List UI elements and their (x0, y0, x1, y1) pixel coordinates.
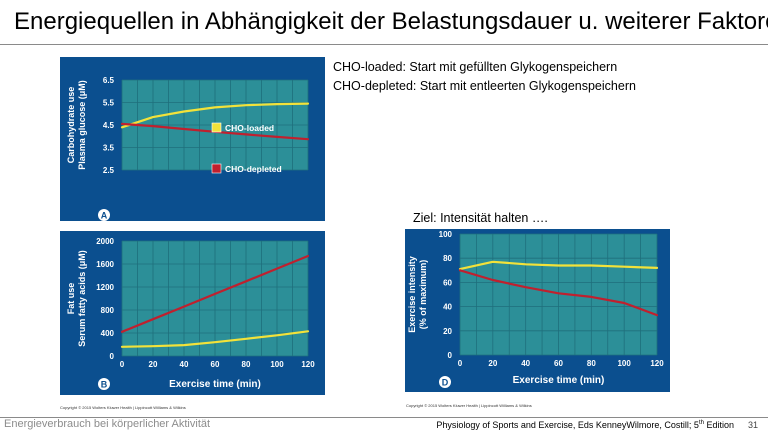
series-line (120, 102, 310, 129)
y-tick-label: 6.5 (103, 76, 115, 85)
legend-label: CHO-depleted (225, 164, 282, 174)
footer-left-text: Energieverbrauch bei körperlicher Aktivi… (4, 418, 211, 430)
y-tick-label: 1600 (96, 260, 114, 269)
y-axis-label: Exercise intensity (407, 256, 417, 333)
x-tick-label: 100 (617, 359, 631, 368)
chart-panel-d: 100 80 60 40 20 0 0 20 40 60 80 100 120 Exercise time… (405, 229, 670, 392)
legend-swatch (211, 163, 222, 174)
x-tick-label: 0 (120, 360, 125, 369)
footer-divider (0, 417, 768, 418)
y-tick-label: 60 (443, 278, 452, 287)
y-tick-label: 800 (101, 306, 115, 315)
y-tick-label: 3.5 (103, 144, 115, 153)
x-tick-label: 80 (242, 360, 251, 369)
page-number: 31 (747, 420, 758, 430)
x-tick-label: 80 (587, 359, 596, 368)
chart-d-svg: 100 80 60 40 20 00 20 40 60 80 100 120 Exercise time… (407, 230, 664, 388)
y-axis-label: Carbohydrate use (66, 87, 76, 164)
footer-citation: Physiology of Sports and Exercise, Eds K… (436, 420, 758, 430)
y-tick-label: 100 (439, 230, 453, 239)
y-tick-label: 20 (443, 327, 452, 336)
chart-panel-b: 2000 1600 1200 800 400 0 0 20 40 60 80 100 120 Exerci… (60, 231, 325, 395)
x-tick-label: 60 (211, 360, 220, 369)
series-line (120, 254, 310, 333)
x-tick-label: 40 (180, 360, 189, 369)
goal-text: Ziel: Intensität halten …. (413, 211, 548, 225)
y-tick-label: 2000 (96, 237, 114, 246)
y-axis-label: (% of maximum) (418, 260, 428, 330)
citation-end: Edition (703, 420, 734, 430)
note-cho-loaded: CHO-loaded: Start mit gefüllten Glykogen… (333, 60, 618, 74)
y-tick-label: 0 (448, 351, 453, 360)
legend-swatch (211, 122, 222, 133)
x-tick-label: 20 (149, 360, 158, 369)
x-tick-label: 100 (270, 360, 284, 369)
copyright-d: Copyright © 2015 Wolters Kluwer Health |… (406, 403, 532, 408)
citation-main: Physiology of Sports and Exercise, Eds K… (436, 420, 699, 430)
y-tick-label: 0 (110, 352, 115, 361)
legend-label: CHO-loaded (225, 123, 274, 133)
series-line (458, 269, 659, 317)
chart-b-svg: 2000 1600 1200 800 400 00 20 40 60 80 100 120 Exerci… (66, 237, 315, 390)
y-tick-label: 400 (101, 329, 115, 338)
y-tick-label: 80 (443, 254, 452, 263)
y-tick-label: 5.5 (103, 99, 115, 108)
x-tick-label: 40 (521, 359, 530, 368)
chart-panel-a: 6.5 5.5 4.5 3.5 2.5 Carbohydrate use Plasma gl… (60, 57, 325, 221)
x-tick-label: 60 (554, 359, 563, 368)
note-cho-depleted: CHO-depleted: Start mit entleerten Glyko… (333, 79, 636, 93)
panel-label-circle (98, 209, 110, 221)
y-axis-label: Fat use (66, 283, 76, 315)
x-axis-label: Exercise time (min) (169, 379, 261, 390)
y-tick-label: 1200 (96, 283, 114, 292)
series-line (458, 260, 659, 271)
y-tick-label: 4.5 (103, 121, 115, 130)
x-tick-label: 0 (458, 359, 463, 368)
x-tick-label: 20 (488, 359, 497, 368)
panel-label: B (101, 380, 108, 390)
title-divider (0, 44, 768, 45)
chart-a-svg: 6.5 5.5 4.5 3.5 2.5 Carbohydrate use Plasma gl… (66, 76, 310, 221)
citation-sup: th (698, 420, 704, 426)
y-axis-label: Serum fatty acids (μM) (77, 250, 87, 347)
y-tick-label: 2.5 (103, 166, 115, 175)
x-tick-label: 120 (301, 360, 315, 369)
copyright-b: Copyright © 2015 Wolters Kluwer Health |… (60, 405, 186, 410)
panel-label: A (101, 211, 108, 221)
x-axis-label: Exercise time (min) (513, 375, 605, 386)
y-axis-label: Plasma glucose (μM) (77, 80, 87, 170)
x-tick-label: 120 (650, 359, 664, 368)
series-line (120, 330, 310, 348)
panel-label: D (442, 378, 449, 388)
slide-title: Energiequellen in Abhängigkeit der Belas… (14, 8, 768, 35)
y-tick-label: 40 (443, 303, 452, 312)
panel-label-circle (439, 376, 451, 388)
panel-label-circle (98, 378, 110, 390)
